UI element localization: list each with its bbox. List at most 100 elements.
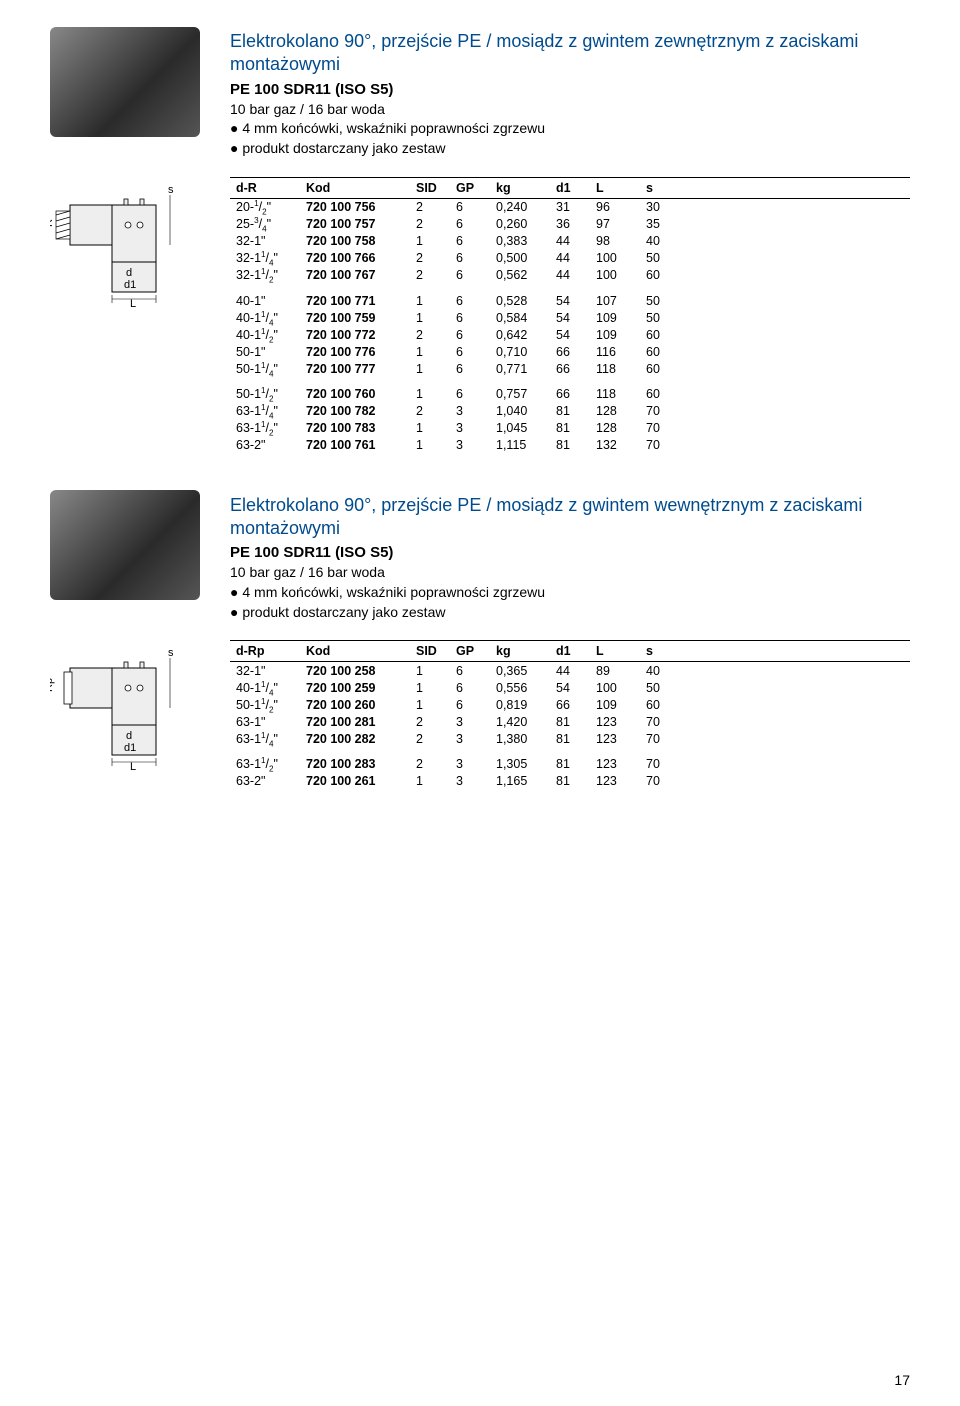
table-cell: 3 bbox=[450, 713, 490, 730]
table-cell: 720 100 771 bbox=[300, 284, 410, 310]
table-cell: 0,528 bbox=[490, 284, 550, 310]
table-cell: 3 bbox=[450, 773, 490, 790]
table-cell: 63-1" bbox=[230, 713, 300, 730]
table-cell: 0,771 bbox=[490, 360, 550, 377]
table-cell: 6 bbox=[450, 679, 490, 696]
content-row: R s d d1 L d-R Kod SID GP kg d1 bbox=[50, 177, 910, 454]
table-cell: 63-2" bbox=[230, 773, 300, 790]
col-header: d1 bbox=[550, 641, 590, 662]
table-cell: 100 bbox=[590, 679, 640, 696]
table-cell: 6 bbox=[450, 198, 490, 216]
table-cell: 1,040 bbox=[490, 403, 550, 420]
table-cell: 63-11/2" bbox=[230, 420, 300, 437]
table-cell-fill bbox=[680, 713, 910, 730]
table-cell: 116 bbox=[590, 343, 640, 360]
table-cell-fill bbox=[680, 730, 910, 747]
col-header: Kod bbox=[300, 641, 410, 662]
table-cell: 63-11/2" bbox=[230, 747, 300, 773]
table-cell: 6 bbox=[450, 233, 490, 250]
table-cell: 6 bbox=[450, 216, 490, 233]
table-cell: 720 100 782 bbox=[300, 403, 410, 420]
table-cell-fill bbox=[680, 747, 910, 773]
table-cell: 63-11/4" bbox=[230, 730, 300, 747]
data-table-wrap: d-Rp Kod SID GP kg d1 L s 32-1"720 100 2… bbox=[230, 640, 910, 790]
table-cell: 6 bbox=[450, 662, 490, 680]
table-cell: 50 bbox=[640, 309, 680, 326]
table-row: 63-2"720 100 761131,1158113270 bbox=[230, 437, 910, 454]
table-row: 40-11/4"720 100 259160,5565410050 bbox=[230, 679, 910, 696]
table-cell: 6 bbox=[450, 267, 490, 284]
table-cell: 81 bbox=[550, 420, 590, 437]
table-cell: 70 bbox=[640, 420, 680, 437]
col-header: d-R bbox=[230, 177, 300, 198]
table-row: 50-11/2"720 100 760160,7576611860 bbox=[230, 377, 910, 403]
col-header: GP bbox=[450, 641, 490, 662]
table-cell: 720 100 777 bbox=[300, 360, 410, 377]
table-cell: 66 bbox=[550, 360, 590, 377]
table-cell: 1 bbox=[410, 773, 450, 790]
table-cell: 0,260 bbox=[490, 216, 550, 233]
table-cell: 720 100 759 bbox=[300, 309, 410, 326]
table-cell: 2 bbox=[410, 747, 450, 773]
table-row: 32-1"720 100 758160,383449840 bbox=[230, 233, 910, 250]
table-cell: 6 bbox=[450, 250, 490, 267]
table-cell: 98 bbox=[590, 233, 640, 250]
table-cell: 81 bbox=[550, 747, 590, 773]
table-cell: 32-11/4" bbox=[230, 250, 300, 267]
table-cell-fill bbox=[680, 284, 910, 310]
table-cell: 25-3/4" bbox=[230, 216, 300, 233]
table-cell: 50 bbox=[640, 284, 680, 310]
table-row: 32-11/2"720 100 767260,5624410060 bbox=[230, 267, 910, 284]
col-header: s bbox=[640, 177, 680, 198]
table-cell: 1,305 bbox=[490, 747, 550, 773]
table-cell: 60 bbox=[640, 267, 680, 284]
table-cell: 1 bbox=[410, 662, 450, 680]
table-cell-fill bbox=[680, 250, 910, 267]
table-cell: 30 bbox=[640, 198, 680, 216]
table-cell: 1,420 bbox=[490, 713, 550, 730]
table-cell: 1 bbox=[410, 679, 450, 696]
col-header: Kod bbox=[300, 177, 410, 198]
table-cell: 123 bbox=[590, 730, 640, 747]
table-cell: 3 bbox=[450, 403, 490, 420]
table-cell: 54 bbox=[550, 326, 590, 343]
col-header: d1 bbox=[550, 177, 590, 198]
table-cell: 32-1" bbox=[230, 662, 300, 680]
table-cell: 40-11/2" bbox=[230, 326, 300, 343]
table-cell: 97 bbox=[590, 216, 640, 233]
table-cell: 3 bbox=[450, 420, 490, 437]
table-cell: 60 bbox=[640, 326, 680, 343]
col-header: s bbox=[640, 641, 680, 662]
table-cell: 6 bbox=[450, 377, 490, 403]
table-cell: 40-1" bbox=[230, 284, 300, 310]
col-header-fill bbox=[680, 177, 910, 198]
table-cell: 1 bbox=[410, 233, 450, 250]
table-cell: 0,556 bbox=[490, 679, 550, 696]
table-header-row: d-Rp Kod SID GP kg d1 L s bbox=[230, 641, 910, 662]
table-cell: 1 bbox=[410, 377, 450, 403]
table-cell: 109 bbox=[590, 309, 640, 326]
table-cell: 50-11/2" bbox=[230, 377, 300, 403]
table-row: 63-11/2"720 100 283231,3058112370 bbox=[230, 747, 910, 773]
table-cell-fill bbox=[680, 326, 910, 343]
data-table: d-R Kod SID GP kg d1 L s 20-1/2"720 100 … bbox=[230, 177, 910, 454]
technical-diagram: Rp s d d1 L bbox=[50, 640, 210, 770]
table-cell: 31 bbox=[550, 198, 590, 216]
table-cell-fill bbox=[680, 267, 910, 284]
table-cell: 3 bbox=[450, 747, 490, 773]
table-cell: 2 bbox=[410, 730, 450, 747]
table-cell-fill bbox=[680, 360, 910, 377]
table-cell: 70 bbox=[640, 437, 680, 454]
table-cell: 720 100 282 bbox=[300, 730, 410, 747]
col-header: kg bbox=[490, 177, 550, 198]
table-cell: 35 bbox=[640, 216, 680, 233]
table-cell: 720 100 756 bbox=[300, 198, 410, 216]
table-cell: 54 bbox=[550, 284, 590, 310]
table-cell: 720 100 772 bbox=[300, 326, 410, 343]
table-row: 32-1"720 100 258160,365448940 bbox=[230, 662, 910, 680]
diagram-label-L: L bbox=[130, 761, 136, 770]
table-cell: 32-11/2" bbox=[230, 267, 300, 284]
table-cell: 128 bbox=[590, 420, 640, 437]
diagram-label-s: s bbox=[168, 184, 174, 196]
section-title: Elektrokolano 90°, przejście PE / mosiąd… bbox=[230, 494, 910, 541]
